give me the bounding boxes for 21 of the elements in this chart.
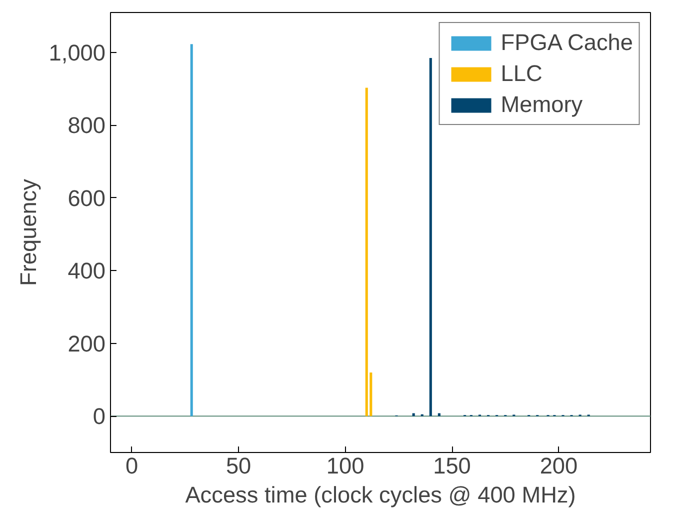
y-tick-label: 400	[68, 258, 106, 284]
y-tick-label: 800	[68, 112, 106, 138]
x-tick-label: 150	[433, 452, 471, 478]
legend-label: LLC	[500, 60, 542, 87]
y-tick-label: 600	[68, 184, 106, 211]
y-tick-label: 0	[92, 403, 106, 430]
legend-label: FPGA Cache	[500, 29, 633, 56]
y-tick-label: 1,000	[48, 40, 106, 66]
bar	[429, 58, 432, 416]
x-tick-label: 0	[126, 452, 138, 478]
bar	[412, 413, 415, 416]
x-tick-label: 100	[326, 452, 364, 478]
x-tick-label: 200	[540, 452, 578, 478]
bar	[190, 44, 193, 416]
x-axis-title: Access time (clock cycles @ 400 MHz)	[185, 482, 576, 508]
x-tick-label: 50	[226, 452, 252, 478]
y-tick-label: 200	[68, 330, 106, 356]
legend-label: Memory	[500, 91, 583, 118]
bar	[438, 413, 440, 416]
y-axis-title: Frequency	[14, 178, 41, 286]
bar	[365, 88, 368, 416]
